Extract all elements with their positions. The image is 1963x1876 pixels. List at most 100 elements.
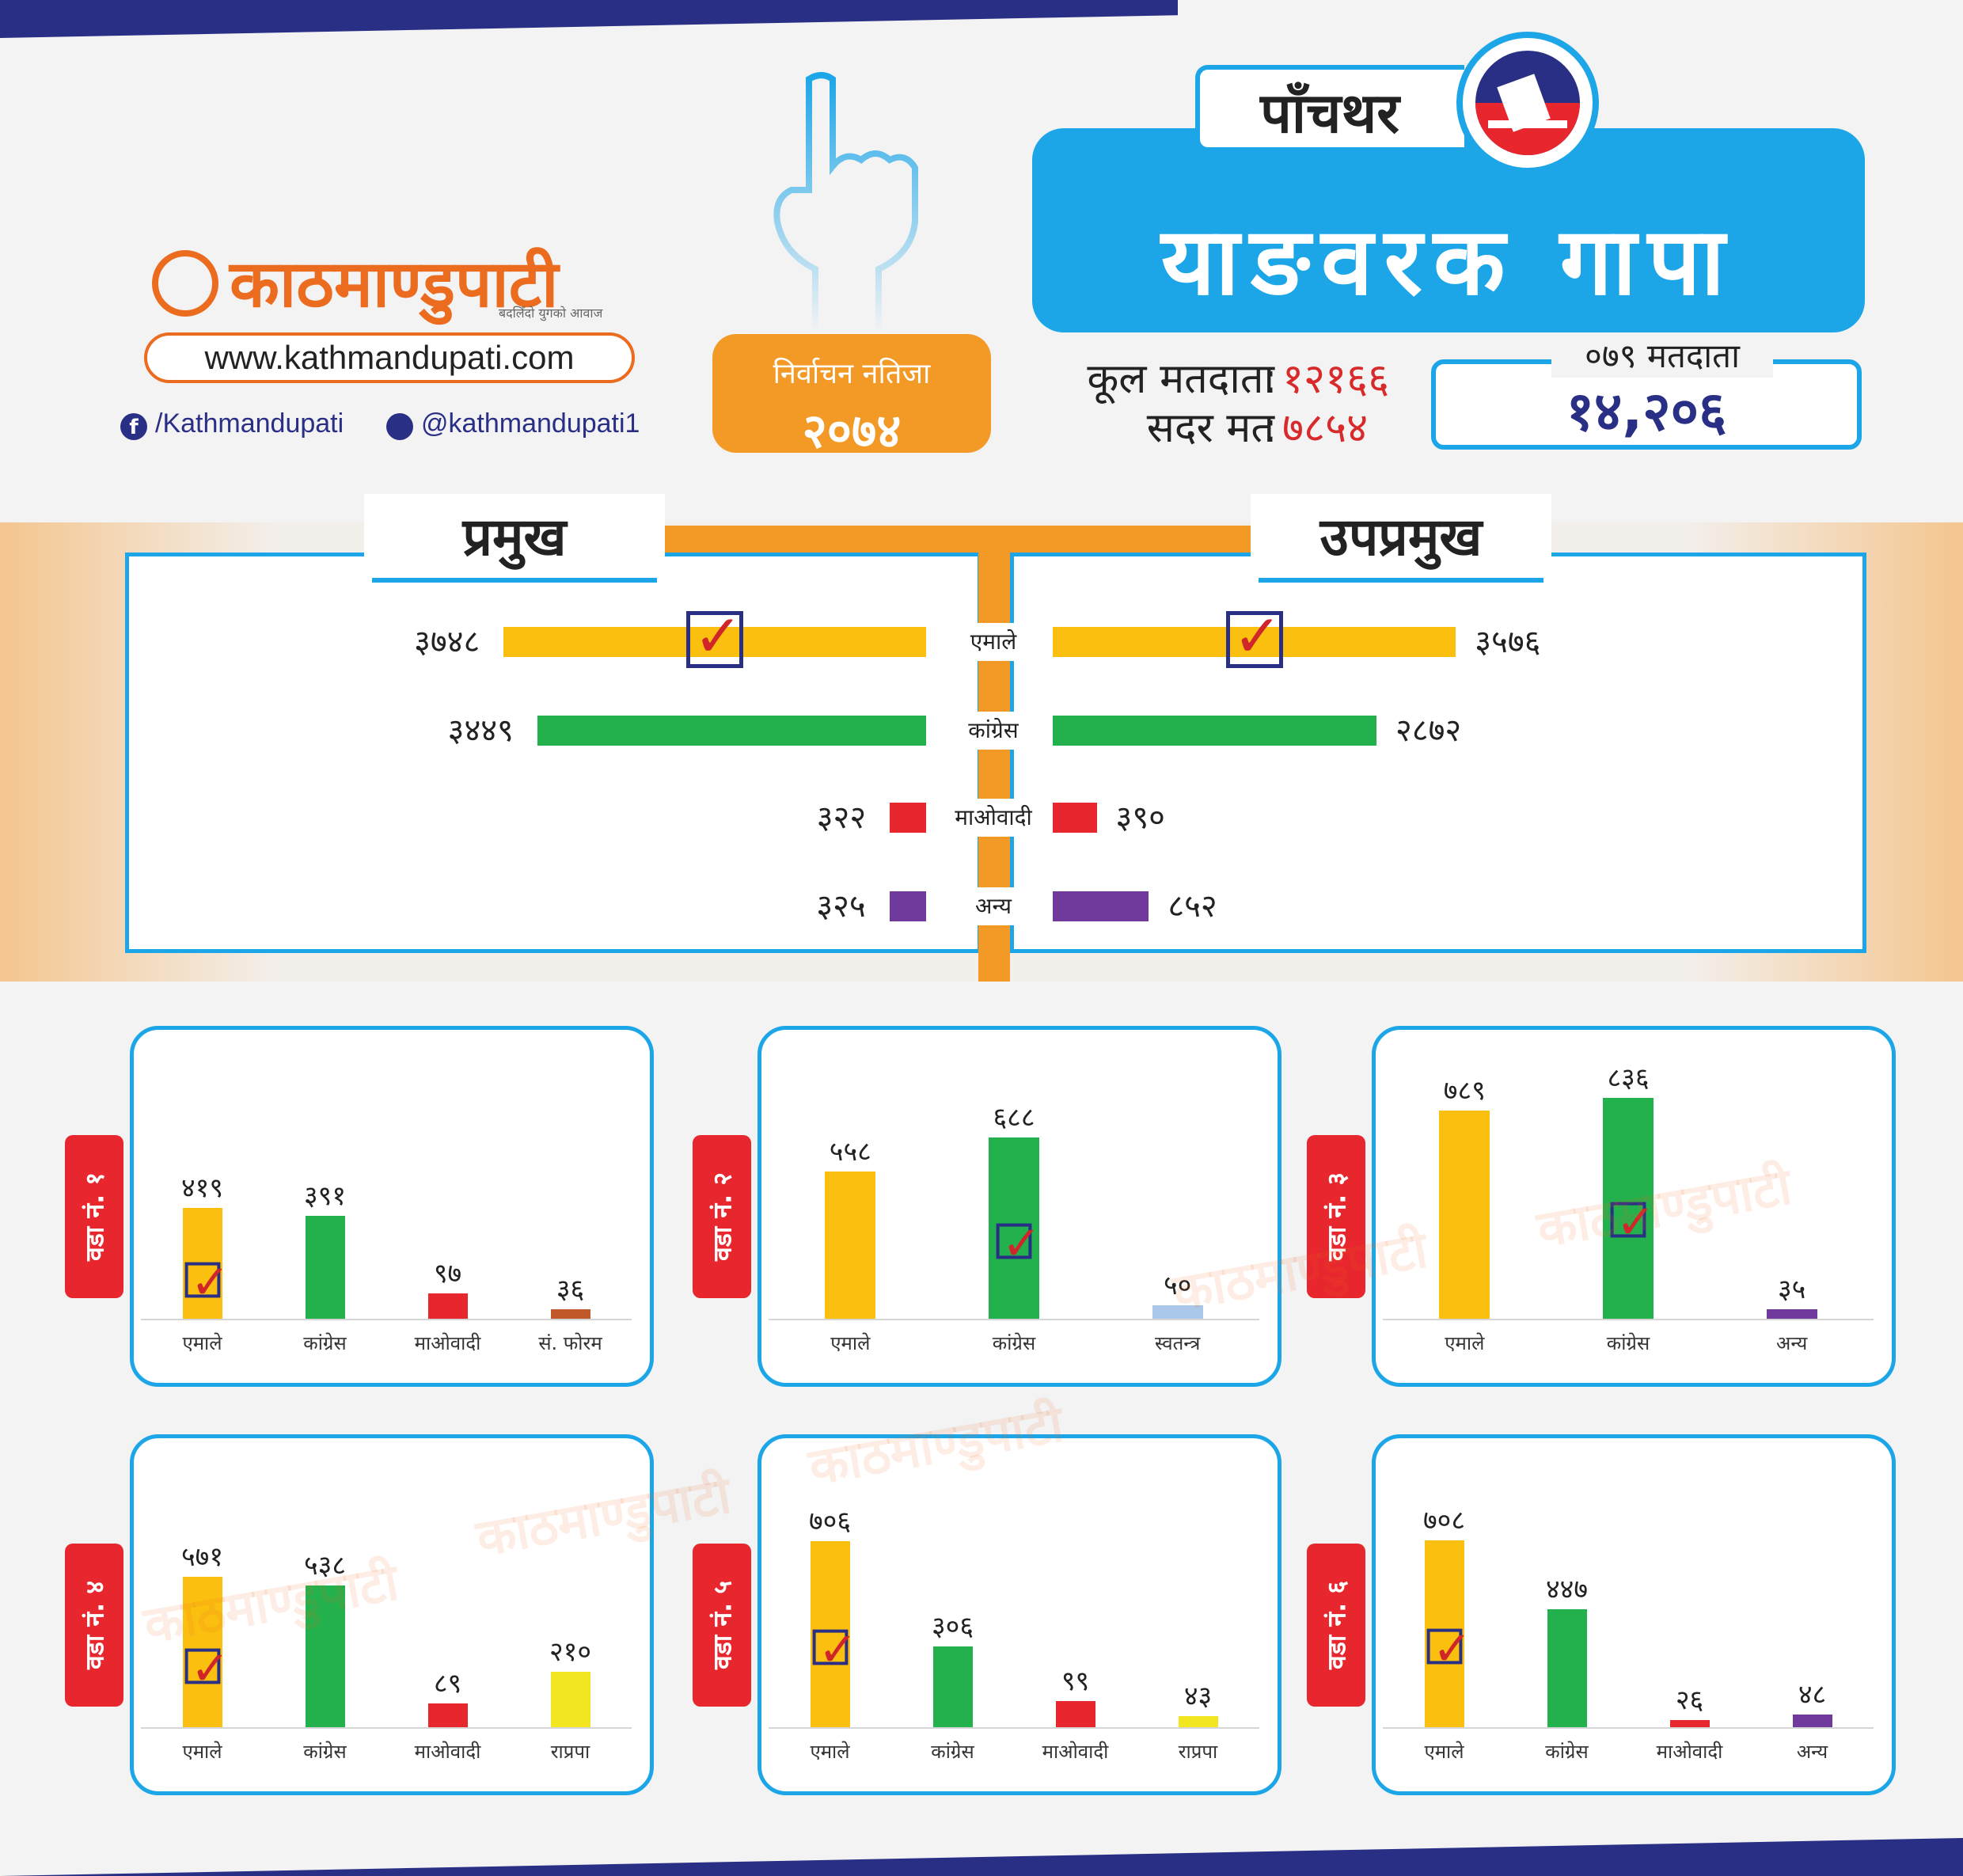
- x-axis-line: [141, 1319, 632, 1320]
- bar-value-label: ६८८: [993, 1101, 1035, 1134]
- winner-check-icon: [184, 1642, 230, 1696]
- district-name: पाँचथर: [1260, 80, 1399, 146]
- chief-bar-2: [890, 803, 926, 833]
- winner-check-icon: [996, 1217, 1041, 1270]
- deputy-bar-2: [1053, 803, 1097, 833]
- ward-number-tag: वडा नं. ३: [1307, 1135, 1365, 1298]
- ballot-box-icon: [1475, 51, 1580, 155]
- party-label: एमाले: [950, 623, 1037, 661]
- bar-value-label: ५०: [1163, 1270, 1192, 1302]
- category-label: स्वतन्त्र: [1154, 1332, 1201, 1354]
- category-label: सं. फोरम: [538, 1332, 602, 1354]
- website-link[interactable]: www.kathmandupati.com: [144, 332, 635, 383]
- brand-logo-text: काठमाण्डुपाटी: [230, 247, 559, 322]
- bar-value-label: ७८९: [1443, 1075, 1486, 1107]
- category-label: माओवादी: [1656, 1741, 1723, 1763]
- bar-value-label: ७०८: [1422, 1505, 1466, 1536]
- bar: [932, 1646, 973, 1727]
- category-label: एमाले: [830, 1332, 871, 1354]
- ward-number-label: वडा नं. १: [79, 1172, 110, 1262]
- deputy-bar-1: [1053, 716, 1376, 746]
- category-label: एमाले: [182, 1332, 222, 1354]
- bar-value-label: ३०६: [931, 1611, 974, 1642]
- ward-card: [130, 1026, 654, 1387]
- ward-number-tag: वडा नं. ६: [1307, 1544, 1365, 1707]
- bar: [427, 1703, 468, 1727]
- ward-number-tag: वडा नं. ४: [65, 1544, 123, 1707]
- chief-bar-1: [537, 716, 926, 746]
- bar: [1792, 1715, 1832, 1727]
- chief-value: ३७४८: [414, 624, 480, 660]
- category-label: राप्रपा: [550, 1741, 590, 1763]
- bar: [825, 1172, 876, 1319]
- category-label: अन्य: [1796, 1741, 1828, 1763]
- twitter-link[interactable]: @kathmandupati1: [421, 408, 640, 439]
- bottom-accent-bar: [0, 1838, 1963, 1876]
- voters-079-value: १४,२०६: [1566, 381, 1727, 443]
- bar-value-label: ४४७: [1545, 1574, 1589, 1605]
- winner-check-icon: [1610, 1195, 1655, 1249]
- bar-value-label: ८३६: [1607, 1062, 1650, 1095]
- party-label: कांग्रेस: [950, 712, 1037, 750]
- municipality-name: याङवरक गापा: [1160, 207, 1737, 316]
- category-label: एमाले: [1445, 1332, 1485, 1354]
- bar-value-label: ७०६: [808, 1505, 852, 1537]
- total-voters-label: कूल मतदाता: [1087, 355, 1274, 403]
- bar-value-label: ३९१: [303, 1179, 347, 1212]
- chief-bar-3: [889, 891, 926, 921]
- badge-year: २०७४: [802, 404, 902, 459]
- deputy-panel: [1010, 553, 1866, 953]
- bar: [305, 1585, 345, 1727]
- winner-check-icon: [184, 1255, 230, 1310]
- deputy-value: ३९०: [1115, 799, 1165, 836]
- ward-number-label: वडा नं. ४: [79, 1580, 110, 1670]
- stats-separators: : :: [1263, 355, 1278, 453]
- stats-values: १२१६६ ७८५४: [1282, 355, 1389, 453]
- chief-value: ३२५: [816, 888, 866, 925]
- chief-panel: [125, 553, 982, 953]
- party-label: अन्य: [950, 887, 1037, 925]
- municipality-panel: [1032, 128, 1865, 332]
- ward-number-tag: वडा नं. १: [65, 1135, 123, 1298]
- separator: :: [1263, 404, 1278, 452]
- bar-value-label: ३६: [556, 1274, 585, 1305]
- category-label: एमाले: [182, 1741, 222, 1763]
- stats-labels: कूल मतदाता सदर मत: [1037, 355, 1274, 453]
- facebook-icon: f: [120, 413, 147, 440]
- bar-value-label: ९९: [1061, 1665, 1090, 1697]
- x-axis-line: [141, 1727, 632, 1729]
- category-label: राप्रपा: [1178, 1741, 1218, 1763]
- twitter-icon: [386, 413, 413, 440]
- ward-number-label: वडा नं. ६: [1321, 1580, 1352, 1670]
- x-axis-line: [769, 1727, 1259, 1729]
- bar: [550, 1672, 590, 1727]
- deputy-value: २८७२: [1395, 712, 1462, 749]
- category-label: कांग्रेस: [1545, 1741, 1589, 1763]
- district-box: [1195, 65, 1464, 152]
- bar-value-label: ४८: [1798, 1679, 1827, 1711]
- bar: [1439, 1111, 1490, 1319]
- bar: [427, 1293, 468, 1319]
- bar-value-label: २६: [1675, 1684, 1704, 1717]
- brand-tagline: बदलिँदो युगको आवाज: [499, 306, 603, 321]
- bar: [305, 1215, 345, 1319]
- ward-number-label: वडा नं. २: [707, 1172, 738, 1262]
- deputy-value: ८५२: [1168, 888, 1217, 925]
- deputy-bar-3: [1053, 891, 1149, 921]
- category-label: एमाले: [1424, 1741, 1464, 1763]
- x-axis-line: [769, 1319, 1259, 1320]
- bar: [550, 1309, 590, 1319]
- bar: [1547, 1609, 1587, 1727]
- chief-value: ३४४९: [447, 712, 514, 749]
- winner-check-icon: [812, 1622, 857, 1677]
- category-label: कांग्रेस: [992, 1332, 1036, 1354]
- valid-votes-value: ७८५४: [1282, 404, 1369, 452]
- party-label: माओवादी: [950, 799, 1037, 837]
- x-axis-line: [1383, 1319, 1874, 1320]
- facebook-link[interactable]: /Kathmandupati: [155, 408, 344, 439]
- bar-value-label: ८९: [433, 1668, 462, 1700]
- winner-check-icon: [1225, 602, 1283, 670]
- category-label: एमाले: [810, 1741, 850, 1763]
- logo-mark-icon: [152, 250, 218, 317]
- separator: :: [1263, 355, 1278, 403]
